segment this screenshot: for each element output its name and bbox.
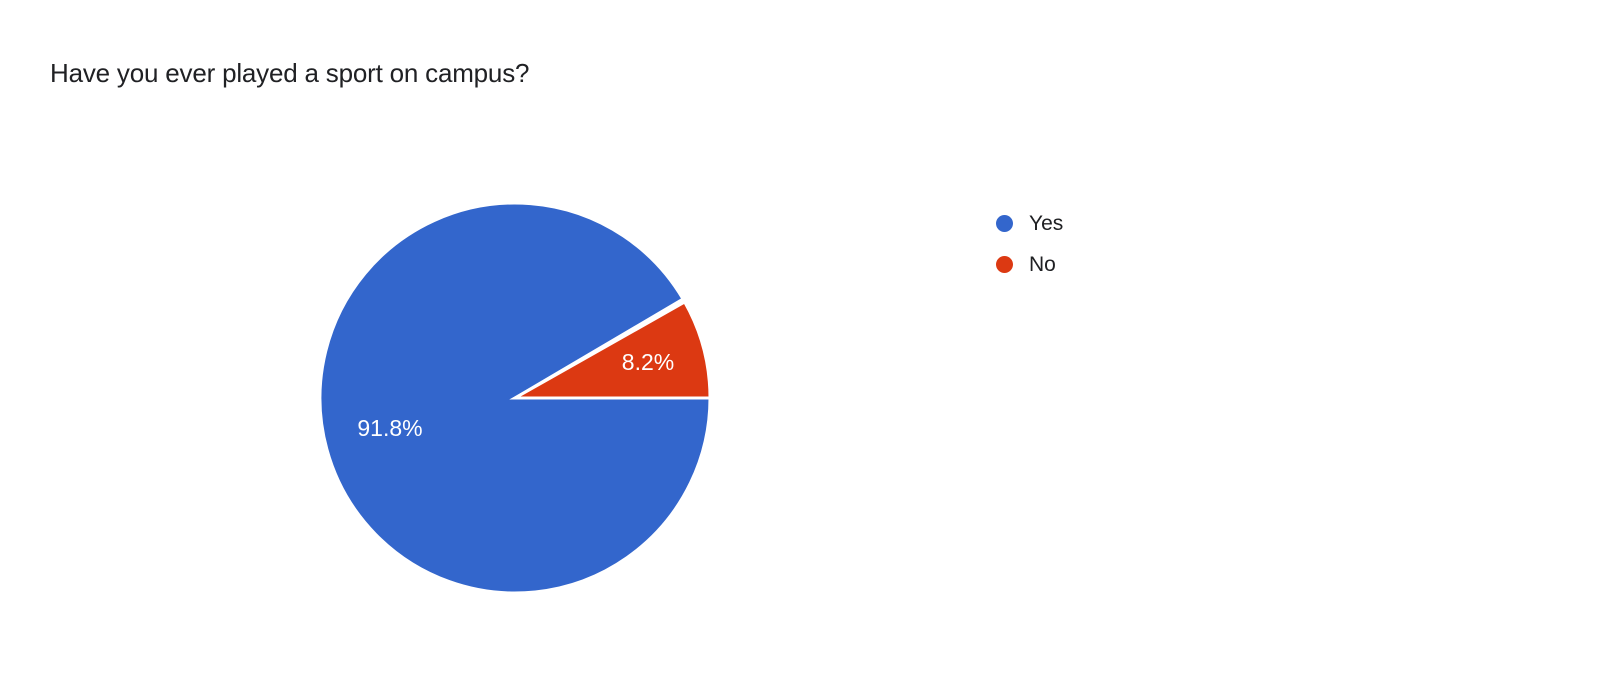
pie-slice-label-no: 8.2% bbox=[622, 349, 674, 375]
pie-slice-label-yes: 91.8% bbox=[357, 415, 422, 441]
legend-label-yes: Yes bbox=[1029, 212, 1064, 235]
pie-slices bbox=[318, 201, 712, 595]
chart-title: Have you ever played a sport on campus? bbox=[50, 58, 530, 88]
chart-legend: Yes No bbox=[996, 203, 1063, 285]
pie-slice-labels: 91.8% 8.2% bbox=[357, 349, 674, 441]
legend-label-no: No bbox=[1029, 253, 1056, 276]
legend-item-no[interactable]: No bbox=[996, 244, 1063, 285]
legend-swatch-no-icon bbox=[996, 256, 1013, 273]
pie-slice-no[interactable] bbox=[509, 299, 712, 400]
legend-swatch-yes-icon bbox=[996, 215, 1013, 232]
legend-item-yes[interactable]: Yes bbox=[996, 203, 1063, 244]
